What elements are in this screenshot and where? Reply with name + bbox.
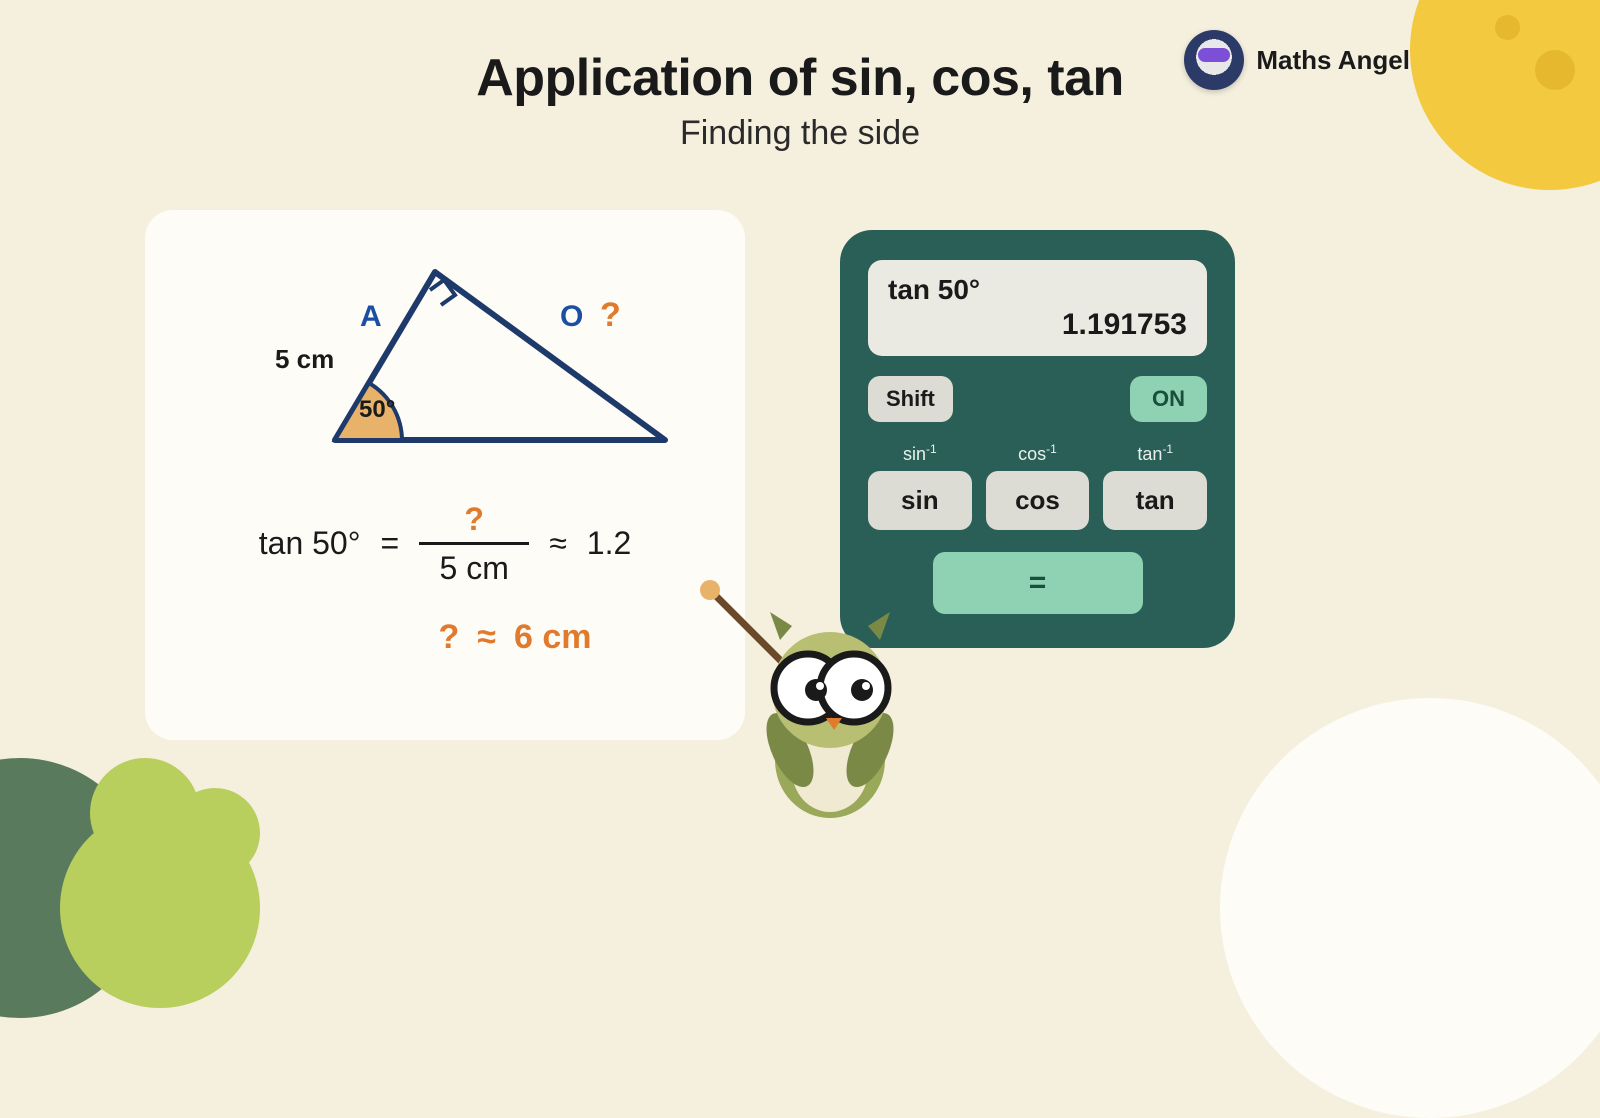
problem-card: A O ? 5 cm 50° tan 50° = ? 5 cm ≈ 1.2 ? … (145, 210, 745, 740)
label-opposite: O (560, 300, 583, 334)
calc-screen: tan 50° 1.191753 (868, 260, 1207, 356)
equation-main: tan 50° = ? 5 cm ≈ 1.2 (185, 500, 705, 588)
eq-fraction: ? 5 cm (419, 500, 529, 588)
bush-light (60, 808, 260, 1008)
label-given-side: 5 cm (275, 344, 334, 375)
calc-equals-button[interactable]: = (933, 552, 1143, 614)
moon-decoration (1410, 0, 1600, 190)
eq-equals: = (381, 525, 400, 562)
label-unknown: ? (600, 296, 621, 335)
brand-logo-icon (1184, 30, 1244, 90)
brand-text: Maths Angel (1256, 45, 1410, 76)
ans-val: 6 cm (514, 618, 592, 657)
calc-sin-button[interactable]: sin (868, 471, 972, 530)
calc-tan-button[interactable]: tan (1103, 471, 1207, 530)
eq-approx: ≈ (549, 525, 567, 562)
eq-denominator: 5 cm (440, 549, 509, 587)
bg-circle (1220, 698, 1600, 1118)
eq-numerator: ? (464, 500, 484, 538)
label-angle: 50° (359, 396, 395, 424)
label-adjacent: A (360, 300, 382, 334)
brand: Maths Angel (1184, 30, 1410, 90)
fraction-line (419, 542, 529, 545)
calc-result: 1.191753 (888, 308, 1187, 342)
calc-tan-inv-label: tan-1 (1103, 442, 1207, 465)
eq-rhs: 1.2 (587, 525, 631, 562)
ans-q: ? (439, 618, 460, 657)
triangle-diagram: A O ? 5 cm 50° (185, 250, 705, 470)
calc-cos-inv-label: cos-1 (986, 442, 1090, 465)
title-sub: Finding the side (0, 114, 1600, 153)
eq-lhs: tan 50° (259, 525, 361, 562)
calc-shift-button[interactable]: Shift (868, 376, 953, 422)
calc-on-button[interactable]: ON (1130, 376, 1207, 422)
calc-input: tan 50° (888, 274, 1187, 306)
triangle-svg (185, 250, 705, 470)
ans-approx: ≈ (477, 618, 496, 657)
owl-mascot-icon (700, 560, 920, 820)
calc-cos-button[interactable]: cos (986, 471, 1090, 530)
equation-answer: ? ≈ 6 cm (325, 618, 705, 657)
calc-sin-inv-label: sin-1 (868, 442, 972, 465)
